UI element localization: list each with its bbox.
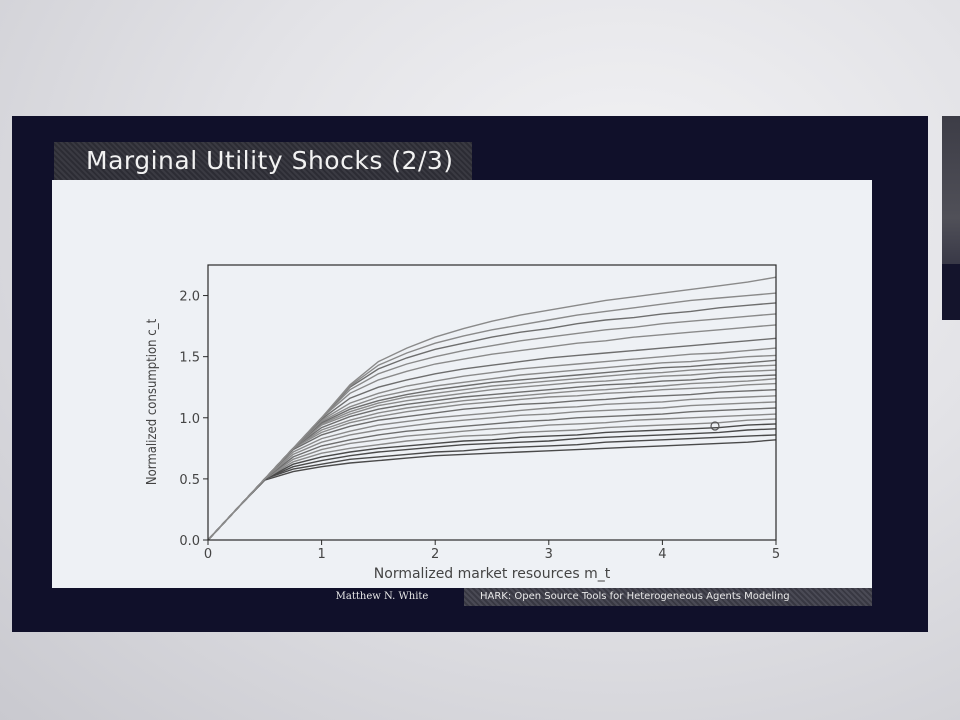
x-tick-label: 1 <box>317 547 325 562</box>
x-tick-label: 2 <box>431 547 439 562</box>
consumption-curve <box>207 389 777 541</box>
consumption-curve <box>207 423 777 541</box>
consumption-curve <box>207 292 777 541</box>
consumption-curve <box>207 428 777 541</box>
x-tick-label: 3 <box>545 547 553 562</box>
consumption-curve <box>207 276 777 541</box>
consumption-curve <box>207 302 777 541</box>
slide-title: Marginal Utility Shocks (2/3) <box>86 146 454 175</box>
x-axis-label: Normalized market resources m_t <box>374 566 611 582</box>
consumption-curve <box>207 313 777 541</box>
consumption-curve <box>207 324 777 541</box>
y-axis-ticks: 0.0 0.5 1.0 1.5 2.0 <box>179 290 208 549</box>
consumption-curve <box>207 434 777 541</box>
y-tick-label: 1.0 <box>179 412 200 427</box>
consumption-curve <box>207 418 777 541</box>
consumption-curve <box>207 395 777 541</box>
x-tick-label: 4 <box>658 547 666 562</box>
axes-frame <box>207 264 777 541</box>
consumption-curve <box>207 439 777 541</box>
footer-talk-title: HARK: Open Source Tools for Heterogeneou… <box>464 588 872 606</box>
consumption-curve <box>207 407 777 541</box>
x-tick-label: 0 <box>204 547 212 562</box>
y-axis-label: Normalized consumption c_t <box>145 318 160 485</box>
y-tick-label: 2.0 <box>179 290 200 305</box>
y-tick-label: 1.5 <box>179 351 200 366</box>
marker-circle <box>710 421 720 431</box>
y-tick-label: 0.0 <box>179 534 200 549</box>
y-tick-label: 0.5 <box>179 473 200 488</box>
chart-curves <box>207 276 777 541</box>
x-tick-label: 5 <box>772 547 780 562</box>
footer-author: Matthew N. White <box>335 591 429 602</box>
consumption-curve <box>207 401 777 541</box>
title-bar <box>54 142 472 182</box>
consumption-curve <box>207 413 777 541</box>
next-slide-edge-lower <box>942 264 960 320</box>
x-axis-ticks: 0 1 2 3 4 5 <box>204 540 780 562</box>
consumption-function-chart: 0 1 2 3 4 5 0.0 0.5 1.0 1.5 2.0 Normalized market… <box>145 264 780 582</box>
slide-content: 0 1 2 3 4 5 0.0 0.5 1.0 1.5 2.0 Normalized market… <box>52 180 872 588</box>
